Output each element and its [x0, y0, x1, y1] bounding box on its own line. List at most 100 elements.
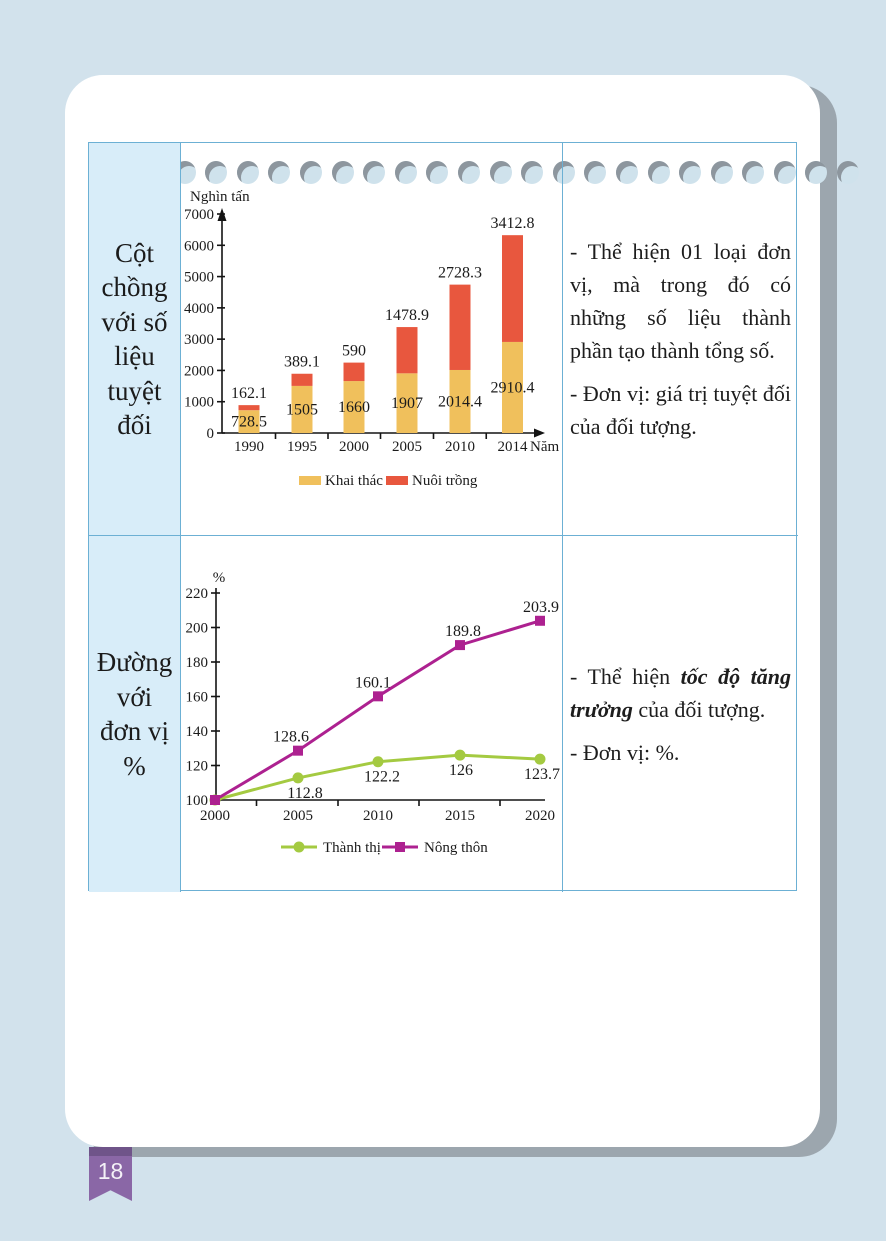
binding-hole [805, 161, 828, 184]
svg-text:728.5: 728.5 [231, 414, 267, 431]
svg-text:389.1: 389.1 [284, 354, 320, 371]
svg-text:1505: 1505 [286, 401, 318, 418]
binding-hole [552, 161, 575, 184]
label-line: Đường [96, 647, 173, 677]
svg-text:Nuôi trồng: Nuôi trồng [412, 473, 478, 489]
binding-hole [584, 161, 607, 184]
svg-text:140: 140 [186, 724, 209, 740]
binding-hole [489, 161, 512, 184]
svg-text:2000: 2000 [339, 439, 369, 455]
binding-hole [363, 161, 386, 184]
binding-hole [299, 161, 322, 184]
svg-text:200: 200 [186, 621, 209, 637]
svg-text:189.8: 189.8 [445, 623, 481, 640]
svg-text:2728.3: 2728.3 [438, 265, 482, 282]
label-line: tuyệt [107, 375, 162, 406]
chart-comparison-table: Cột chồng với số liệu tuyệt đối 0 1000 2000 3000… [88, 142, 798, 892]
svg-text:220: 220 [186, 586, 209, 602]
svg-text:Năm: Năm [530, 439, 559, 455]
svg-text:%: % [213, 570, 226, 586]
svg-text:Thành thị: Thành thị [323, 840, 381, 856]
svg-text:2910.4: 2910.4 [491, 379, 535, 396]
svg-text:160: 160 [186, 690, 209, 706]
binding-hole [268, 161, 291, 184]
description-paragraph: - Đơn vị: %. [570, 739, 680, 765]
page-number-bookmark: 18 [89, 1147, 132, 1201]
row-description-line-percent: - Thể hiện tốc độ tăng trưởng của đối tư… [563, 536, 798, 892]
svg-text:0: 0 [207, 426, 215, 442]
binding-hole [457, 161, 480, 184]
svg-text:2014.4: 2014.4 [438, 393, 482, 410]
binding-hole [521, 161, 544, 184]
svg-text:203.9: 203.9 [523, 599, 559, 616]
binding-hole [615, 161, 638, 184]
svg-text:123.7: 123.7 [524, 766, 560, 783]
svg-text:162.1: 162.1 [231, 385, 267, 402]
svg-text:3412.8: 3412.8 [491, 215, 535, 232]
label-line: với [116, 681, 153, 712]
line-chart-svg: 100 120 140 160 180 200 220% 2000 2005 2010 2015 20… [186, 570, 561, 856]
binding-hole [679, 161, 702, 184]
label-line: đối [117, 410, 152, 440]
svg-text:5000: 5000 [184, 270, 214, 286]
svg-text:590: 590 [342, 343, 366, 360]
stacked-bar-chart: 0 1000 2000 3000 4000 5000 6000 7000 Nghìn tấn Nă… [181, 143, 563, 536]
svg-text:1000: 1000 [184, 395, 214, 411]
stacked-bar-chart-svg: 0 1000 2000 3000 4000 5000 6000 7000 Nghìn tấn Nă… [184, 189, 559, 489]
svg-text:128.6: 128.6 [273, 729, 309, 746]
svg-text:2000: 2000 [184, 363, 214, 379]
binding-hole [426, 161, 449, 184]
svg-text:4000: 4000 [184, 301, 214, 317]
page-number: 18 [97, 1158, 124, 1184]
svg-text:126: 126 [449, 762, 473, 779]
svg-text:2005: 2005 [392, 439, 422, 455]
binding-hole [236, 161, 259, 184]
binding-hole [331, 161, 354, 184]
description-paragraph: - Đơn vị: giá trị tuyệt đối của đối tượn… [570, 381, 791, 439]
label-line: với số [101, 306, 168, 337]
description-paragraph: - Thể hiện tốc độ tăng trưởng của đối tư… [570, 663, 791, 722]
svg-text:112.8: 112.8 [287, 785, 322, 802]
row-label-line-percent: Đường với đơn vị% [89, 536, 181, 892]
svg-text:2005: 2005 [283, 808, 313, 824]
binding-hole [837, 161, 860, 184]
svg-text:2010: 2010 [445, 439, 475, 455]
svg-text:1660: 1660 [338, 399, 370, 416]
svg-text:6000: 6000 [184, 238, 214, 254]
svg-text:1990: 1990 [234, 439, 264, 455]
svg-text:2010: 2010 [363, 808, 393, 824]
binding-hole [647, 161, 670, 184]
svg-text:2015: 2015 [445, 808, 475, 824]
svg-text:Nghìn tấn: Nghìn tấn [190, 189, 250, 205]
label-line: liệu [114, 341, 155, 371]
svg-text:180: 180 [186, 655, 209, 671]
svg-text:3000: 3000 [184, 332, 214, 348]
svg-text:100: 100 [186, 793, 209, 809]
row-description-stacked-column: - Thể hiện 01 loại đơn vị, mà trong đó c… [563, 143, 798, 536]
svg-text:Khai thác: Khai thác [325, 473, 383, 489]
binding-holes [142, 161, 860, 184]
svg-text:7000: 7000 [184, 207, 214, 223]
svg-text:122.2: 122.2 [364, 769, 400, 786]
label-line: Cột [114, 237, 154, 268]
description-paragraph: - Thể hiện 01 loại đơn vị, mà trong đó c… [570, 239, 791, 363]
svg-text:2000: 2000 [200, 808, 230, 824]
svg-text:1995: 1995 [287, 439, 317, 455]
svg-text:1478.9: 1478.9 [385, 307, 429, 324]
svg-text:120: 120 [186, 759, 209, 775]
svg-text:1907: 1907 [391, 395, 423, 412]
label-line: % [123, 750, 146, 781]
svg-text:2020: 2020 [525, 808, 555, 824]
svg-text:2014: 2014 [498, 439, 529, 455]
notebook-page: Cột chồng với số liệu tuyệt đối 0 1000 2000 3000… [65, 75, 860, 1147]
label-line: đơn vị [99, 716, 170, 746]
binding-hole [742, 161, 765, 184]
binding-hole [205, 161, 228, 184]
row-label-stacked-column: Cột chồng với số liệu tuyệt đối [89, 143, 181, 536]
binding-hole [773, 161, 796, 184]
binding-hole [710, 161, 733, 184]
binding-hole [394, 161, 417, 184]
line-chart: 100 120 140 160 180 200 220% 2000 2005 2010 2015 20… [181, 536, 563, 892]
svg-text:160.1: 160.1 [355, 674, 391, 691]
